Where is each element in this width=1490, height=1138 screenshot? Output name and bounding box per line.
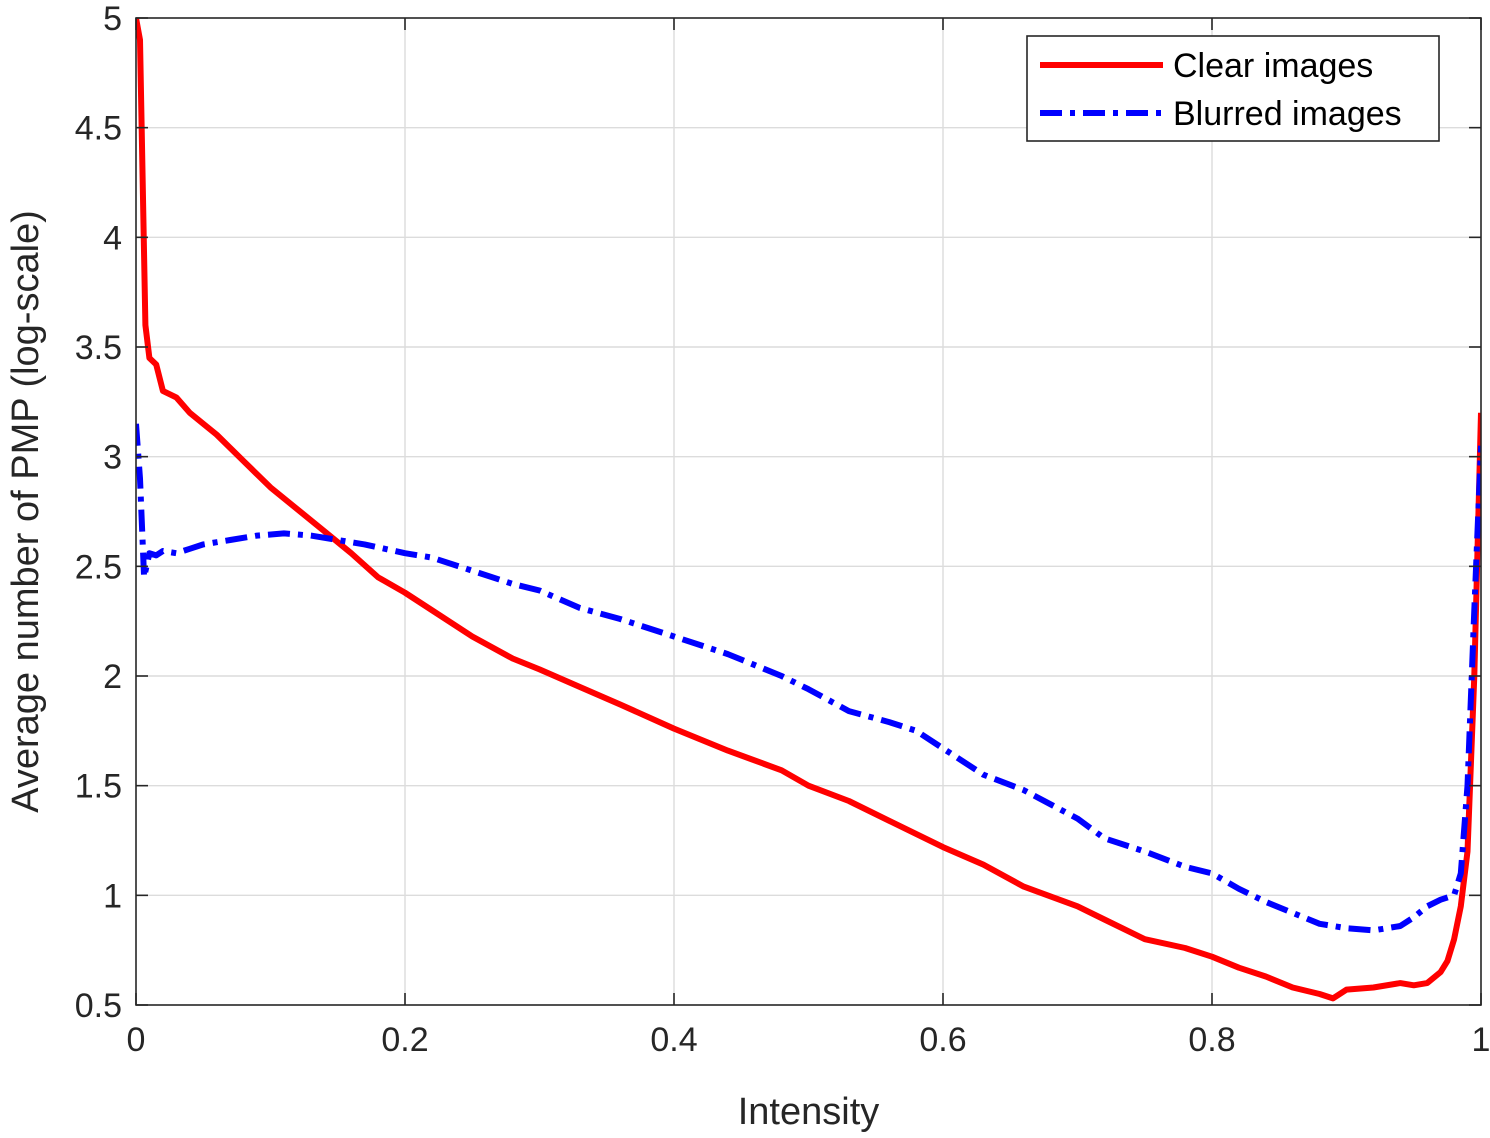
x-tick-label: 1 — [1472, 1021, 1490, 1059]
legend-box — [1026, 35, 1440, 142]
y-tick-label: 2 — [103, 658, 122, 696]
x-tick-label: 0 — [127, 1021, 146, 1059]
y-tick-label: 4 — [103, 219, 122, 257]
axis-ticks: 0 0.2 0.4 0.6 0.8 1 0.5 1 1.5 2 2.5 3 3.5 4 4.5 5 — [75, 0, 1490, 1059]
y-tick-label: 3 — [103, 439, 122, 477]
x-tick-label: 0.2 — [381, 1021, 428, 1059]
y-axis-title: Average number of PMP (log-scale) — [5, 210, 47, 813]
y-tick-label: 2.5 — [75, 548, 122, 586]
x-tick-label: 0.4 — [650, 1021, 697, 1059]
y-tick-label: 1.5 — [75, 768, 122, 806]
series-line-blurred-images — [136, 423, 1481, 934]
x-tick-label: 0.8 — [1188, 1021, 1235, 1059]
y-tick-label: 3.5 — [75, 329, 122, 367]
y-tick-label: 5 — [103, 0, 122, 38]
y-tick-label: 1 — [103, 877, 122, 915]
legend-label-clear-images: Clear images — [1173, 47, 1373, 85]
legend: Clear images Blurred images — [1026, 35, 1440, 142]
series-lines — [136, 18, 1481, 1002]
plot-frame — [135, 17, 1482, 1006]
y-tick-label: 4.5 — [75, 110, 122, 148]
legend-label-blurred-images: Blurred images — [1173, 95, 1402, 133]
plot-area — [136, 18, 1481, 1005]
x-tick-label: 0.6 — [919, 1021, 966, 1059]
y-tick-label: 0.5 — [75, 987, 122, 1025]
x-axis-title: Intensity — [738, 1091, 880, 1133]
series-line-clear-images — [136, 18, 1481, 1002]
